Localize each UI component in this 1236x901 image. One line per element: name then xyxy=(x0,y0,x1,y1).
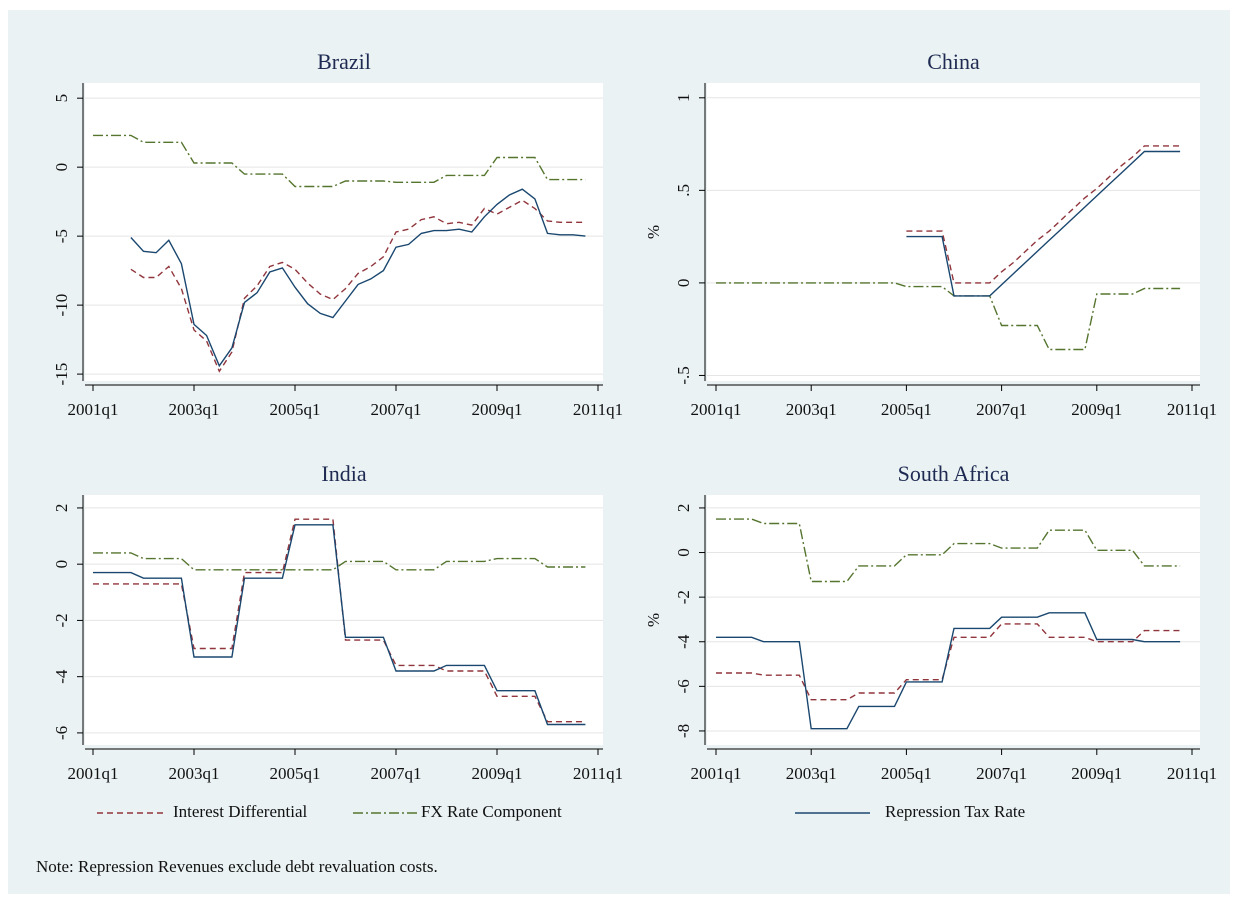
x-tick-label: 2011q1 xyxy=(1167,764,1217,783)
legend-label: Repression Tax Rate xyxy=(885,802,1025,821)
x-tick-label: 2007q1 xyxy=(976,400,1027,419)
y-tick-label: 5 xyxy=(52,94,71,103)
y-tick-label: -.5 xyxy=(674,366,693,384)
y-tick-label: -2 xyxy=(674,590,693,604)
x-tick-label: 2005q1 xyxy=(881,764,932,783)
plot-area xyxy=(707,495,1200,745)
x-tick-label: 2009q1 xyxy=(1071,764,1122,783)
y-tick-label: -4 xyxy=(674,634,693,649)
y-tick-label: -8 xyxy=(674,724,693,738)
x-tick-label: 2001q1 xyxy=(691,400,742,419)
x-tick-label: 2007q1 xyxy=(976,764,1027,783)
y-tick-label: 0 xyxy=(52,560,71,569)
note: Note: Repression Revenues exclude debt r… xyxy=(36,857,438,876)
series-line xyxy=(93,524,586,726)
series-line xyxy=(130,199,586,373)
panel-title: China xyxy=(927,49,980,74)
y-tick-label: .5 xyxy=(674,184,693,197)
y-tick-label: -2 xyxy=(52,613,71,627)
y-tick-label: -10 xyxy=(52,294,71,317)
x-tick-label: 2001q1 xyxy=(68,764,119,783)
x-tick-label: 2011q1 xyxy=(573,764,623,783)
series-line xyxy=(93,552,586,571)
y-tick-label: 1 xyxy=(674,94,693,103)
x-tick-label: 2003q1 xyxy=(169,400,220,419)
legend-label: FX Rate Component xyxy=(421,802,562,821)
panel-title: India xyxy=(321,461,366,486)
x-tick-label: 2007q1 xyxy=(371,764,422,783)
x-tick-label: 2011q1 xyxy=(1167,400,1217,419)
x-tick-label: 2007q1 xyxy=(371,400,422,419)
y-tick-label: -6 xyxy=(674,679,693,693)
y-tick-label: 0 xyxy=(674,279,693,288)
plot-area xyxy=(707,83,1200,381)
y-tick-label: 0 xyxy=(52,163,71,172)
series-line xyxy=(716,518,1181,583)
x-tick-label: 2001q1 xyxy=(68,400,119,419)
y-tick-label: -6 xyxy=(52,726,71,740)
x-tick-label: 2003q1 xyxy=(786,400,837,419)
y-tick-label: 2 xyxy=(674,504,693,513)
y-axis-label: % xyxy=(644,613,663,627)
series-line xyxy=(906,150,1181,297)
y-tick-label: -5 xyxy=(52,229,71,243)
series-line xyxy=(93,134,586,188)
x-tick-label: 2003q1 xyxy=(169,764,220,783)
x-tick-label: 2003q1 xyxy=(786,764,837,783)
x-tick-label: 2009q1 xyxy=(1071,400,1122,419)
y-tick-label: 0 xyxy=(674,548,693,557)
x-tick-label: 2005q1 xyxy=(881,400,932,419)
y-tick-label: 2 xyxy=(52,504,71,513)
series-line xyxy=(716,282,1181,351)
x-tick-label: 2011q1 xyxy=(573,400,623,419)
x-tick-label: 2001q1 xyxy=(691,764,742,783)
y-tick-label: -4 xyxy=(52,669,71,684)
y-axis-label: % xyxy=(644,225,663,239)
y-tick-label: -15 xyxy=(52,363,71,386)
panel-title: Brazil xyxy=(317,49,371,74)
series-line xyxy=(716,623,1181,701)
series-line xyxy=(716,612,1181,730)
x-tick-label: 2005q1 xyxy=(270,400,321,419)
series-line xyxy=(906,145,1181,284)
x-tick-label: 2005q1 xyxy=(270,764,321,783)
plot-area xyxy=(85,83,603,381)
series-line xyxy=(130,188,586,368)
x-tick-label: 2009q1 xyxy=(472,764,523,783)
legend-label: Interest Differential xyxy=(173,802,307,821)
panel-title: South Africa xyxy=(898,461,1010,486)
x-tick-label: 2009q1 xyxy=(472,400,523,419)
